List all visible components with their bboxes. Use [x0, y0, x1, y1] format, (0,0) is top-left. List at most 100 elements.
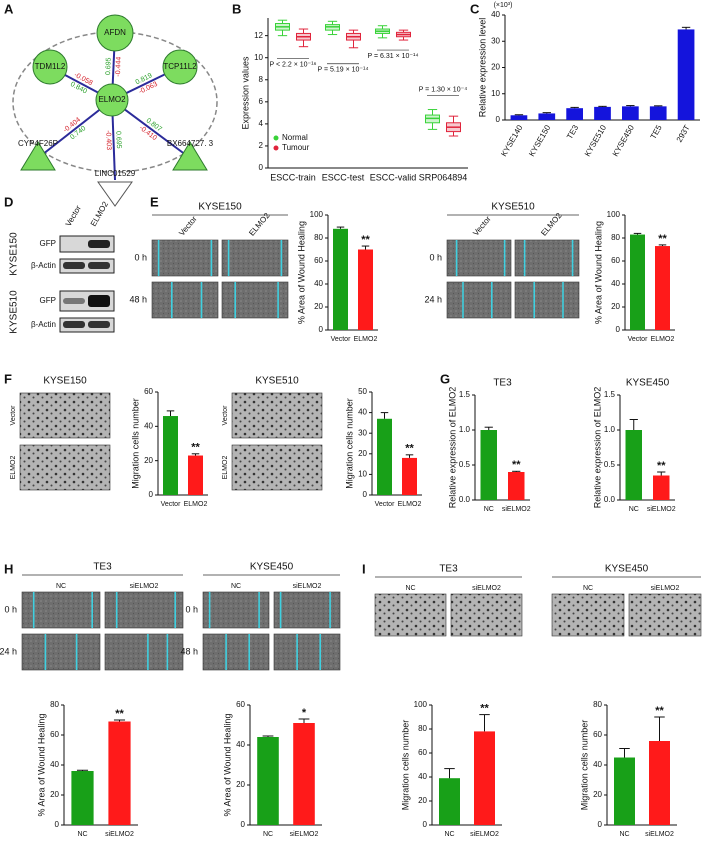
x-tick-label: siELMO2 [290, 831, 319, 838]
y-tick-label: 8 [259, 75, 264, 84]
node-label: BX664727. 3 [167, 139, 214, 148]
micrograph [151, 281, 219, 319]
y-tick-label: 100 [607, 210, 621, 219]
y-axis-label: Relative expression level [477, 18, 487, 118]
bar [538, 113, 556, 120]
row-label: Vector [10, 405, 17, 426]
micrograph [19, 392, 111, 439]
y-tick-label: 100 [310, 210, 324, 219]
bar [257, 737, 279, 825]
y-axis-label: Migration cells number [579, 720, 589, 811]
bar [480, 430, 497, 500]
panel-label: B [232, 1, 241, 16]
node-label: LINC01529 [95, 169, 136, 178]
p-value: P = 6.31 × 10⁻¹⁴ [368, 53, 419, 60]
y-tick-label: 20 [358, 449, 367, 458]
bar [474, 731, 495, 825]
network-node [95, 83, 129, 117]
panel-label: A [4, 1, 14, 16]
x-tick-label: siELMO2 [105, 831, 134, 838]
group-title: KYSE150 [43, 376, 87, 387]
y-tick-label: 2 [259, 141, 264, 150]
group-title: KYSE150 [198, 202, 242, 213]
micrograph [628, 593, 702, 637]
micrograph [514, 281, 580, 319]
x-tick-label: siELMO2 [502, 506, 531, 513]
x-tick-label: NC [263, 831, 273, 838]
y-tick-label: 80 [611, 233, 620, 242]
bar [163, 416, 178, 495]
x-tick-label: ELMO2 [398, 501, 422, 508]
y-tick-label: 20 [593, 790, 602, 799]
node-label: TCP11L2 [163, 62, 197, 71]
panel-label: F [4, 371, 12, 386]
protein-label: β-Actin [31, 320, 56, 329]
y-tick-label: 40 [593, 760, 602, 769]
micrograph [450, 593, 523, 637]
y-tick-label: 40 [491, 10, 500, 19]
x-tick-label: KYSE510 [583, 123, 608, 158]
chart-title: KYSE450 [626, 378, 670, 389]
node-label: TDM1L2 [35, 62, 66, 71]
column-label: siELMO2 [130, 583, 159, 590]
micrograph [19, 444, 111, 491]
x-tick-label: ELMO2 [184, 501, 208, 508]
y-tick-label: 60 [144, 387, 153, 396]
x-tick-label: ESCC-test [322, 172, 365, 182]
y-tick-label: 4 [259, 119, 264, 128]
y-tick-label: 0.5 [604, 460, 616, 469]
y-tick-label: 0 [616, 325, 621, 334]
micrograph [231, 392, 323, 439]
significance: ** [191, 442, 200, 454]
panel-label: D [4, 194, 13, 209]
y-tick-label: 0 [363, 490, 368, 499]
y-tick-label: 0.5 [459, 460, 471, 469]
micrograph [151, 239, 219, 277]
column-label: NC [56, 583, 66, 590]
micrograph [231, 444, 323, 491]
significance: ** [655, 705, 664, 717]
bar [377, 418, 392, 495]
column-label: Vector [177, 214, 199, 237]
blot-band [63, 262, 85, 269]
y-axis-label: Migration cells number [130, 398, 140, 489]
group-title: KYSE450 [250, 562, 294, 573]
node-label: CYP4F26P [18, 139, 58, 148]
chart-title: TE3 [493, 378, 512, 389]
y-tick-label: 60 [50, 730, 59, 739]
row-label: 0 h [134, 252, 147, 262]
y-tick-label: 40 [358, 408, 367, 417]
group-title: KYSE510 [491, 202, 535, 213]
lane-label: Vector [64, 204, 83, 228]
bar [333, 228, 348, 330]
protein-label: GFP [40, 296, 56, 305]
micrograph [273, 591, 341, 629]
y-tick-label: 1.5 [459, 390, 471, 399]
y-tick-label: 10 [358, 470, 367, 479]
bar [594, 106, 611, 120]
row-label: Vector [222, 405, 229, 426]
bar [439, 778, 460, 825]
y-tick-label: 10 [491, 89, 500, 98]
cell-line-label: KYSE150 [9, 232, 20, 276]
micrograph [514, 239, 580, 277]
blot-band [63, 298, 85, 304]
bar [566, 108, 583, 120]
column-label: NC [405, 585, 415, 592]
network-node [162, 49, 198, 85]
x-tick-label: ESCC-valid [370, 172, 417, 182]
group-title: TE3 [439, 564, 458, 575]
blot-band [63, 321, 85, 328]
bar [625, 430, 642, 500]
legend-label: Tumour [282, 143, 310, 152]
micrograph [21, 633, 101, 671]
bar [358, 249, 373, 330]
protein-label: GFP [40, 239, 56, 248]
bar [649, 106, 667, 120]
significance: ** [658, 233, 667, 245]
edge-label: 0.695 [105, 57, 113, 75]
x-tick-label: Vector [331, 336, 352, 343]
panel-label: G [440, 371, 450, 386]
bar [402, 457, 417, 495]
y-tick-label: 40 [144, 421, 153, 430]
